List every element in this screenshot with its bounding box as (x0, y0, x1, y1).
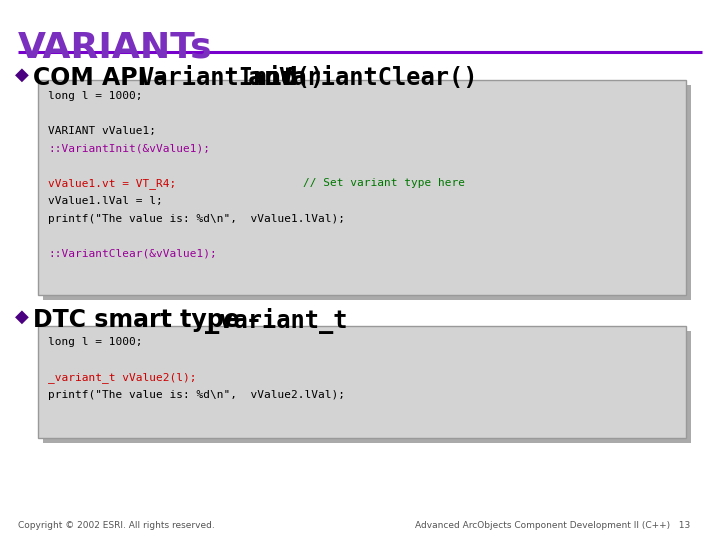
Text: VariantInit(): VariantInit() (139, 66, 324, 90)
Text: and: and (240, 66, 306, 90)
Text: long l = 1000;: long l = 1000; (48, 91, 143, 101)
Text: VariantClear(): VariantClear() (278, 66, 477, 90)
Text: vValue1.lVal = l;: vValue1.lVal = l; (48, 196, 163, 206)
Text: ::VariantInit(&vValue1);: ::VariantInit(&vValue1); (48, 144, 210, 153)
Text: VARIANT vValue1;: VARIANT vValue1; (48, 126, 156, 136)
Text: // Set variant type here: // Set variant type here (303, 179, 465, 188)
Text: VARIANTs: VARIANTs (18, 30, 212, 64)
Text: long l = 1000;: long l = 1000; (48, 337, 143, 347)
Text: _variant_t: _variant_t (205, 308, 348, 334)
FancyBboxPatch shape (38, 326, 686, 438)
Text: Advanced ArcObjects Component Development II (C++)   13: Advanced ArcObjects Component Developmen… (415, 521, 690, 530)
Text: Copyright © 2002 ESRI. All rights reserved.: Copyright © 2002 ESRI. All rights reserv… (18, 521, 215, 530)
Text: printf("The value is: %d\n",  vValue1.lVal);: printf("The value is: %d\n", vValue1.lVa… (48, 213, 345, 224)
Text: DTC smart type –: DTC smart type – (33, 308, 268, 332)
Text: ::VariantClear(&vValue1);: ::VariantClear(&vValue1); (48, 248, 217, 259)
Text: ◆: ◆ (15, 308, 29, 326)
FancyBboxPatch shape (38, 80, 686, 295)
Text: printf("The value is: %d\n",  vValue2.lVal);: printf("The value is: %d\n", vValue2.lVa… (48, 389, 345, 400)
Text: COM API –: COM API – (33, 66, 175, 90)
Text: _variant_t vValue2(l);: _variant_t vValue2(l); (48, 372, 197, 383)
FancyBboxPatch shape (43, 331, 691, 443)
FancyBboxPatch shape (43, 85, 691, 300)
Text: vValue1.vt = VT_R4;: vValue1.vt = VT_R4; (48, 179, 176, 190)
Text: ◆: ◆ (15, 66, 29, 84)
